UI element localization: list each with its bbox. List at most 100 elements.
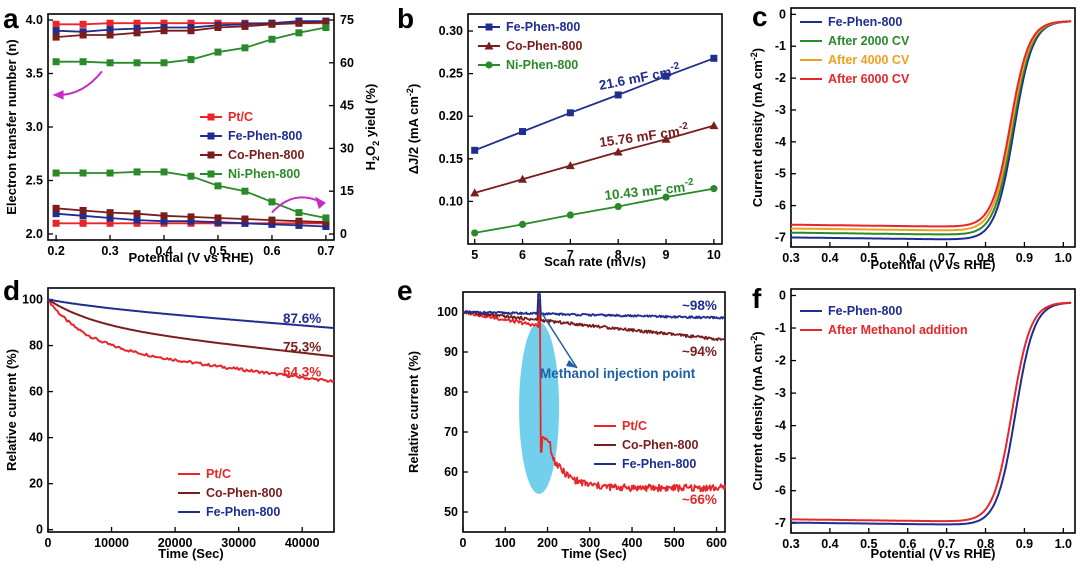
y-tick-label: 100 — [437, 305, 458, 319]
x-tick-label: 0.3 — [101, 244, 118, 258]
plot-frame — [47, 287, 335, 533]
data-point — [295, 217, 303, 225]
data-point — [52, 20, 60, 28]
data-point — [133, 59, 141, 67]
data-point — [471, 146, 479, 154]
plot-frame — [790, 7, 1076, 248]
data-point — [79, 31, 87, 39]
data-point — [79, 206, 87, 214]
data-point — [322, 18, 330, 26]
x-tick-label: 0.4 — [155, 244, 172, 258]
data-point — [710, 54, 718, 62]
y-tick-label: 2.0 — [26, 227, 43, 241]
x-tick-label: 30000 — [221, 536, 256, 550]
x-axis-label: Potential (V vs RHE) — [871, 257, 996, 272]
x-tick-label: 1.0 — [1055, 537, 1072, 551]
legend-0-marker — [485, 23, 493, 31]
y-tick-label: 80 — [29, 339, 43, 353]
data-point — [133, 25, 141, 33]
y-tick-label: 40 — [29, 431, 43, 445]
series-fe-phen-800 — [47, 298, 335, 329]
data-point — [79, 212, 87, 220]
y-axis-label: Relative current (%) — [406, 351, 421, 473]
y-tick-label: 60 — [444, 465, 458, 479]
x-tick-label: 0.8 — [977, 251, 994, 265]
y-axis-label: Electron transfer number (n) — [4, 39, 19, 215]
legend-2-label: Ni-Phen-800 — [506, 58, 578, 72]
retention-annotation-0: ~98% — [682, 298, 717, 313]
y-tick-label: -3 — [775, 386, 786, 400]
y-tick-label: 2.5 — [26, 174, 43, 188]
y-tick-label: 90 — [444, 345, 458, 359]
data-point — [106, 31, 114, 39]
y-tick-label: 0.20 — [439, 109, 463, 123]
y-tick-label: 60 — [29, 385, 43, 399]
data-point — [52, 58, 60, 66]
y-tick-label: 3.5 — [26, 67, 43, 81]
legend-0-label: Pt/C — [228, 110, 253, 124]
y-tick-label: -5 — [775, 167, 786, 181]
data-point — [79, 169, 87, 177]
data-point — [214, 218, 222, 226]
x-tick-label: 0.7 — [938, 251, 955, 265]
y2-tick-label: 75 — [340, 13, 354, 27]
legend-0-label: Fe-Phen-800 — [828, 15, 902, 29]
legend-0-label: Pt/C — [622, 419, 647, 433]
data-point — [322, 23, 330, 31]
x-tick-label: 40000 — [285, 536, 320, 550]
legend-3-label: After 6000 CV — [828, 72, 910, 86]
data-point — [241, 215, 249, 223]
legend: Pt/C Fe-Phen-800 Co-Phen-800 Ni-Phen-800 — [200, 110, 304, 181]
data-point — [518, 220, 527, 229]
data-point — [52, 204, 60, 212]
x-tick-label: 0.2 — [47, 244, 64, 258]
y-axis-label: Current density (mA cm-2) — [749, 48, 765, 207]
data-point — [662, 72, 670, 80]
data-point — [322, 223, 330, 231]
x-tick-label: 0.6 — [899, 251, 916, 265]
x-tick-label: 0 — [45, 536, 52, 550]
data-point — [187, 213, 195, 221]
data-point — [133, 216, 141, 224]
legend-2-label: Co-Phen-800 — [228, 148, 304, 162]
y-tick-label: 0 — [779, 7, 786, 21]
data-point — [133, 210, 141, 218]
y-tick-label: 0 — [36, 523, 43, 537]
series-fe-phen-800 — [790, 20, 1072, 241]
y-tick-label: -2 — [775, 354, 786, 368]
legend-0-marker — [207, 113, 215, 121]
data-point — [160, 27, 168, 35]
y-tick-label: 80 — [444, 385, 458, 399]
data-point — [470, 188, 480, 197]
legend-1-label: Co-Phen-800 — [206, 486, 282, 500]
panel-a: 0.2 0.3 0.4 0.5 0.6 0.7 2.0 2.5 3.0 3.5 4.0 0 15 30 45… — [3, 3, 381, 265]
x-axis-label: Time (Sec) — [561, 546, 627, 561]
series-co-phen-800 — [47, 298, 335, 358]
injection-highlight — [519, 322, 560, 494]
data-point — [133, 168, 141, 176]
x-tick-label: 0.4 — [821, 251, 838, 265]
data-point — [52, 219, 60, 227]
x-axis-label: Potential (V vs RHE) — [871, 546, 996, 561]
legend-2-marker — [485, 61, 493, 69]
plot-frame — [467, 13, 723, 245]
plot-frame — [790, 288, 1076, 534]
retention-annotation-1: ~94% — [682, 344, 717, 359]
data-point — [52, 169, 60, 177]
injection-arrow-head — [566, 360, 577, 368]
x-tick-label: 8 — [615, 248, 622, 262]
data-point — [52, 210, 60, 218]
data-point — [241, 187, 249, 195]
data-point — [160, 59, 168, 67]
y2-tick-label: 30 — [340, 141, 354, 155]
x-tick-label: 0.5 — [209, 244, 226, 258]
x-tick-label: 0.9 — [1016, 537, 1033, 551]
data-point — [295, 19, 303, 27]
panel-letter: d — [3, 275, 20, 306]
legend-2-label: Fe-Phen-800 — [622, 457, 696, 471]
injection-arrow — [540, 311, 578, 369]
y-tick-label: -4 — [775, 419, 786, 433]
legend: Fe-Phen-800 After 2000 CV After 4000 CV Aft… — [800, 15, 910, 86]
panel-letter: f — [752, 283, 762, 314]
data-point — [133, 19, 141, 27]
